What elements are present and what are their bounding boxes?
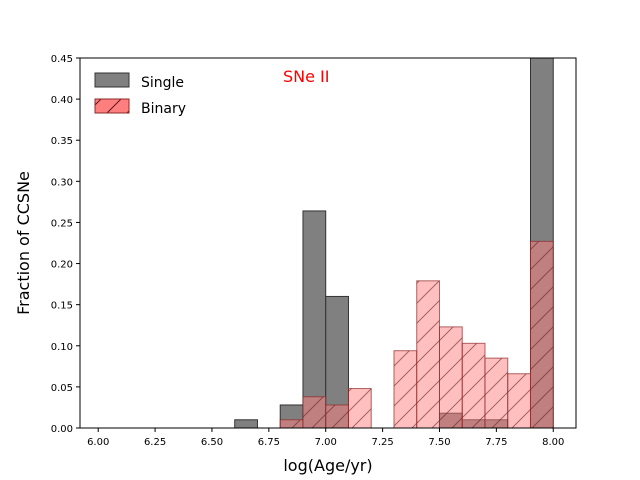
binary-bar (529, 240, 554, 428)
y-tick-label: 0.35 (51, 136, 73, 147)
single-bar (325, 295, 349, 428)
x-tick-label: 7.00 (315, 437, 337, 448)
legend: Single Binary (94, 72, 186, 117)
y-tick-label: 0.05 (51, 383, 73, 394)
y-tick-label: 0.20 (51, 260, 73, 271)
x-tick-label: 6.75 (258, 437, 280, 448)
axes-frame (79, 57, 577, 429)
x-tick-label: 7.50 (428, 437, 450, 448)
legend-swatch-single (94, 72, 130, 88)
y-tick-label: 0.00 (51, 424, 73, 435)
binary-bar (325, 404, 349, 428)
y-tick-label: 0.40 (51, 95, 73, 106)
y-tick-label: 0.10 (51, 342, 73, 353)
y-tick-label: 0.25 (51, 218, 73, 229)
y-tick-label: 0.15 (51, 301, 73, 312)
legend-label-binary: Binary (141, 101, 186, 117)
binary-bar (507, 373, 531, 428)
binary-series-bars (279, 240, 554, 428)
x-tick-label: 7.25 (371, 437, 393, 448)
binary-bar (416, 280, 440, 428)
y-tick-label: 0.30 (51, 177, 73, 188)
x-tick-label: 7.75 (485, 437, 507, 448)
binary-bar (438, 326, 463, 428)
binary-bar (279, 419, 304, 428)
binary-bar (484, 357, 509, 428)
legend-swatch-binary (94, 98, 130, 114)
legend-label-single: Single (141, 75, 184, 91)
single-bar (302, 210, 327, 428)
binary-bar (302, 396, 327, 428)
x-tick-label: 8.00 (542, 437, 564, 448)
sne-ii-annotation: SNe II (283, 67, 330, 86)
binary-bar (347, 388, 372, 428)
single-bar (234, 419, 258, 428)
x-tick-label: 6.00 (87, 437, 109, 448)
binary-bar (393, 350, 418, 428)
binary-bar (461, 342, 486, 428)
x-tick-label: 6.50 (201, 437, 223, 448)
x-axis-label: log(Age/yr) (283, 456, 372, 475)
y-axis-ticks: 0.00 0.05 0.10 0.15 0.20 0.25 0.30 0.35 0.40 0.45 (51, 54, 80, 435)
y-axis-label: Fraction of CCSNe (14, 171, 33, 315)
x-axis-ticks: 6.00 6.25 6.50 6.75 7.00 7.25 7.50 7.75 8.00 (87, 428, 564, 448)
x-tick-label: 6.25 (144, 437, 166, 448)
y-tick-label: 0.45 (51, 54, 73, 65)
